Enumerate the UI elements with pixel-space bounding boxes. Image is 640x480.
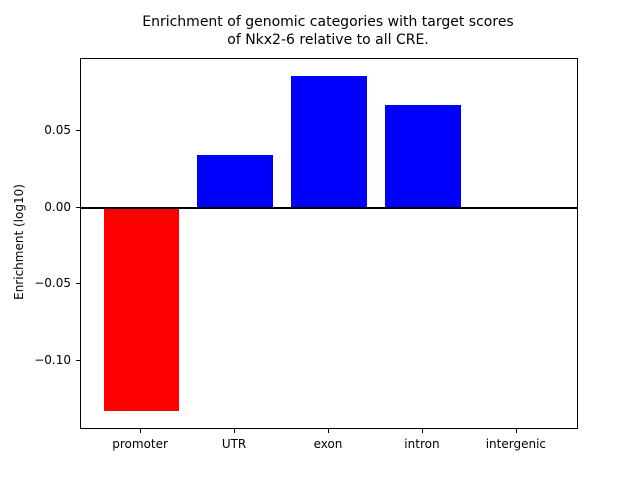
x-tick-label-intergenic: intergenic bbox=[485, 437, 547, 451]
y-tick-label: −0.05 bbox=[34, 276, 71, 291]
y-tick-label: 0.05 bbox=[44, 122, 71, 137]
bar-intron bbox=[385, 104, 461, 208]
x-tick-mark bbox=[140, 429, 142, 433]
x-tick-label-exon: exon bbox=[313, 437, 343, 451]
x-tick-mark bbox=[234, 429, 236, 433]
chart-title-line-2: of Nkx2-6 relative to all CRE. bbox=[227, 31, 429, 48]
x-tick-label-promoter: promoter bbox=[112, 437, 168, 451]
y-tick-label: 0.00 bbox=[44, 199, 71, 214]
x-tick-label-intron: intron bbox=[404, 437, 440, 451]
y-tick-mark bbox=[76, 359, 80, 361]
x-tick-mark bbox=[515, 429, 517, 433]
zero-line bbox=[81, 206, 577, 209]
y-tick-mark bbox=[76, 129, 80, 131]
bar-promoter bbox=[103, 207, 179, 412]
bar-exon bbox=[291, 75, 367, 208]
bar-UTR bbox=[197, 155, 273, 208]
x-tick-label-UTR: UTR bbox=[221, 437, 247, 451]
y-tick-mark bbox=[76, 283, 80, 285]
y-tick-mark bbox=[76, 206, 80, 208]
x-tick-mark bbox=[421, 429, 423, 433]
y-tick-label: −0.10 bbox=[34, 352, 71, 367]
x-tick-mark bbox=[328, 429, 329, 433]
chart-title-line-1: Enrichment of genomic categories with ta… bbox=[142, 14, 514, 30]
chart-title: Enrichment of genomic categories with ta… bbox=[80, 14, 576, 49]
plot-area bbox=[80, 58, 578, 429]
